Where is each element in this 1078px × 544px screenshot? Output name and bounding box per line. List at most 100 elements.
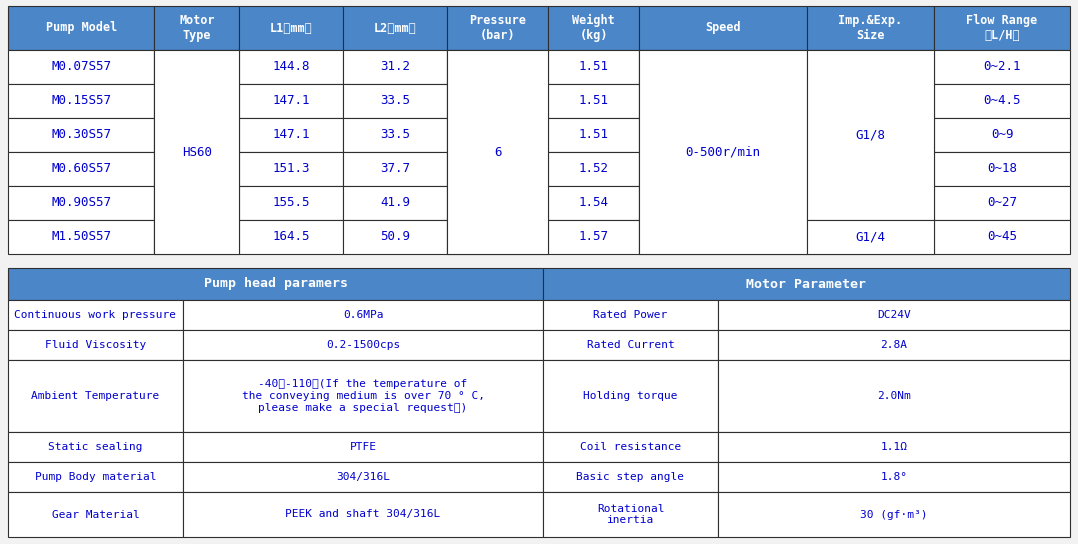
Bar [8,492,183,537]
Bar [343,118,447,152]
Text: 155.5: 155.5 [273,196,310,209]
Bar [343,6,447,50]
Bar [543,492,718,537]
Text: 304/316L: 304/316L [336,472,390,482]
Text: L2（mm）: L2（mm） [374,22,416,34]
Text: 30 (gf·m³): 30 (gf·m³) [860,510,928,520]
Bar [639,50,807,84]
Bar [8,118,154,152]
Bar [239,186,343,220]
Bar [639,118,807,152]
Text: 31.2: 31.2 [381,60,411,73]
Text: 1.57: 1.57 [579,231,609,244]
Bar [548,50,639,84]
Text: M0.90S57: M0.90S57 [51,196,111,209]
Text: 1.52: 1.52 [579,163,609,176]
Text: 0~18: 0~18 [987,163,1018,176]
Bar [807,186,935,220]
Text: M0.15S57: M0.15S57 [51,95,111,108]
Text: Ambient Temperature: Ambient Temperature [31,391,160,401]
Text: 0~2.1: 0~2.1 [983,60,1021,73]
Bar [239,50,343,84]
Text: 2.0Nm: 2.0Nm [877,391,911,401]
Bar [718,330,1070,360]
Bar [447,6,548,50]
Text: 1.1Ω: 1.1Ω [881,442,908,452]
Bar [807,220,935,254]
Text: Motor Parameter: Motor Parameter [746,277,867,290]
Text: 0~9: 0~9 [991,128,1013,141]
Text: M0.07S57: M0.07S57 [51,60,111,73]
Text: Speed: Speed [705,22,741,34]
Text: M1.50S57: M1.50S57 [51,231,111,244]
Text: 144.8: 144.8 [273,60,310,73]
Text: PEEK and shaft 304/316L: PEEK and shaft 304/316L [286,510,441,520]
Bar [154,6,239,50]
Bar [239,220,343,254]
Text: 37.7: 37.7 [381,163,411,176]
Bar [935,220,1070,254]
Text: Pump head paramers: Pump head paramers [204,277,347,290]
Bar [548,186,639,220]
Text: Flow Range
（L/H）: Flow Range （L/H） [967,14,1038,42]
Text: 1.51: 1.51 [579,60,609,73]
Bar [935,118,1070,152]
Bar [718,300,1070,330]
Bar [154,186,239,220]
Text: Coil resistance: Coil resistance [580,442,681,452]
Bar [639,84,807,118]
Text: 6: 6 [494,145,501,158]
Bar [343,84,447,118]
Text: DC24V: DC24V [877,310,911,320]
Bar [8,300,183,330]
Text: 147.1: 147.1 [273,128,310,141]
Text: Holding torque: Holding torque [583,391,678,401]
Text: Rated Power: Rated Power [593,310,667,320]
Bar [447,50,548,254]
Text: HS60: HS60 [182,145,212,158]
Text: 33.5: 33.5 [381,128,411,141]
Bar [543,300,718,330]
Bar [639,50,807,254]
Text: 147.1: 147.1 [273,95,310,108]
Bar [447,152,548,186]
Bar [183,300,543,330]
Text: 1.8°: 1.8° [881,472,908,482]
Bar [154,220,239,254]
Bar [548,84,639,118]
Bar [8,360,183,432]
Bar [154,152,239,186]
Bar [718,462,1070,492]
Bar [447,118,548,152]
Text: Weight
(kg): Weight (kg) [572,14,616,42]
Bar [154,84,239,118]
Text: 0~4.5: 0~4.5 [983,95,1021,108]
Text: 2.8A: 2.8A [881,340,908,350]
Text: 1.54: 1.54 [579,196,609,209]
Text: 0~45: 0~45 [987,231,1018,244]
Bar [548,118,639,152]
Bar [154,118,239,152]
Text: 0.6MPa: 0.6MPa [343,310,384,320]
Text: 1.51: 1.51 [579,95,609,108]
Bar [239,118,343,152]
Text: 41.9: 41.9 [381,196,411,209]
Bar [807,50,935,84]
Bar [807,152,935,186]
Bar [183,360,543,432]
Bar [543,330,718,360]
Text: 0-500r/min: 0-500r/min [686,145,761,158]
Text: M0.60S57: M0.60S57 [51,163,111,176]
Bar [239,6,343,50]
Bar [639,152,807,186]
Bar [807,50,935,220]
Bar [639,186,807,220]
Bar [8,6,154,50]
Bar [8,220,154,254]
Text: Imp.&Exp.
Size: Imp.&Exp. Size [839,14,902,42]
Bar [548,152,639,186]
Bar [447,186,548,220]
Bar [935,84,1070,118]
Bar [807,220,935,254]
Bar [447,84,548,118]
